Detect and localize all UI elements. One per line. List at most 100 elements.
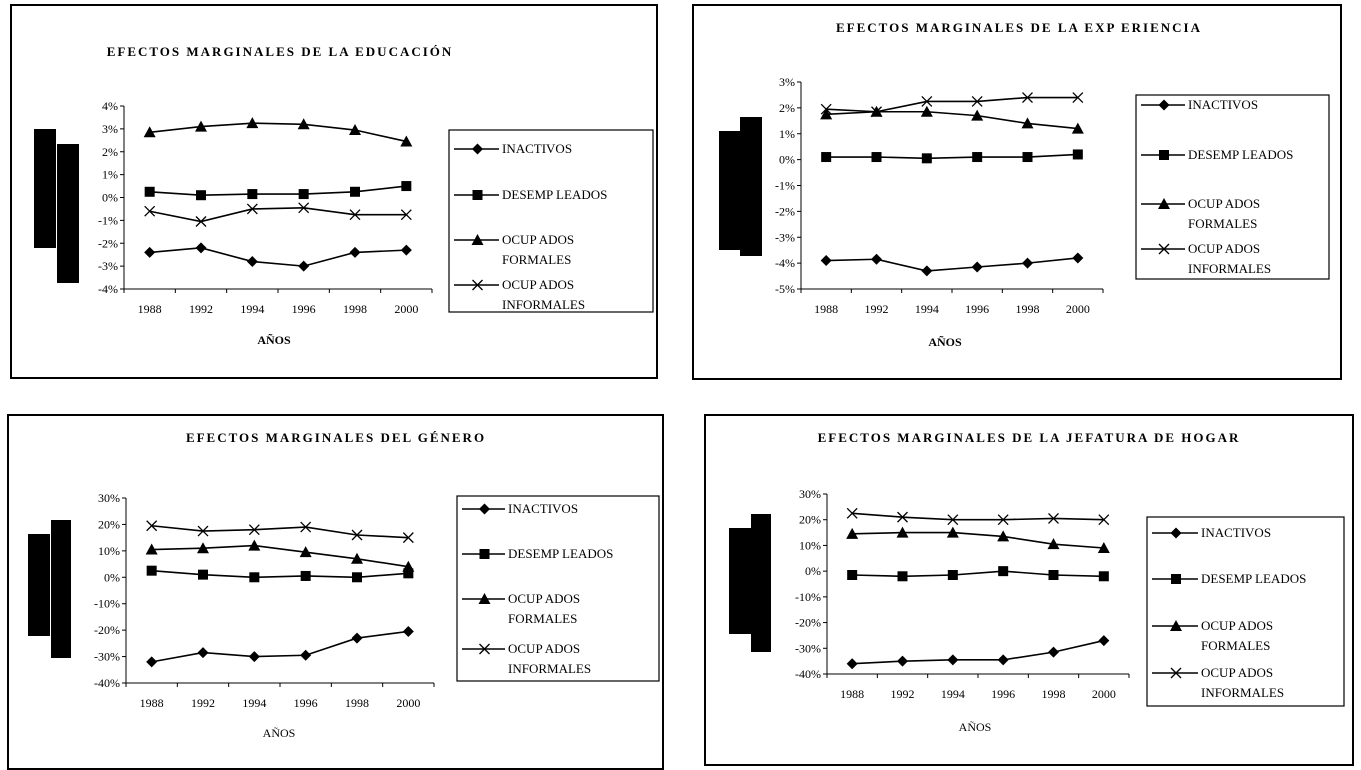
data-point xyxy=(1021,117,1034,129)
x-tick-label: 1988 xyxy=(138,302,162,316)
x-tick-label: 1994 xyxy=(240,302,264,316)
x-tick-label: 1988 xyxy=(140,696,164,710)
data-point xyxy=(351,529,363,541)
legend-label: OCUP ADOS xyxy=(1188,196,1260,211)
y-tick-label: -4% xyxy=(775,256,795,270)
data-point xyxy=(349,246,361,258)
data-point xyxy=(248,651,260,663)
data-point xyxy=(246,256,258,268)
y-tick-label: -10% xyxy=(795,590,821,604)
chart-educacion: EFECTOS MARGINALES DE LA EDUCACIÓN 4% 3% 2%… xyxy=(34,44,654,347)
data-point xyxy=(821,152,832,163)
y-tick-label: 20% xyxy=(799,513,821,527)
data-point xyxy=(1048,646,1059,658)
y-tick-label: 4% xyxy=(102,99,118,113)
chart-panel-jefatura: EFECTOS MARGINALES DE LA JEFATURA DE HOG… xyxy=(704,414,1354,766)
data-point xyxy=(400,209,412,221)
series-line xyxy=(826,153,1078,160)
decorative-bar xyxy=(28,534,50,636)
data-point xyxy=(820,108,833,120)
data-point xyxy=(197,647,209,659)
legend-label: DESEMP LEADOS xyxy=(502,187,607,202)
data-point xyxy=(143,126,156,138)
data-point xyxy=(1098,635,1110,647)
data-point xyxy=(947,654,959,666)
y-tick-label: -20% xyxy=(795,616,821,630)
series-line xyxy=(826,257,1078,272)
legend-label: OCUP ADOS xyxy=(1201,665,1273,680)
y-tick-label: -40% xyxy=(94,676,120,690)
data-point xyxy=(1097,542,1110,553)
data-point xyxy=(921,95,933,107)
y-tick-label: -4% xyxy=(98,282,118,296)
data-point xyxy=(349,124,361,136)
y-tick-label: -2% xyxy=(98,236,118,250)
decorative-bar xyxy=(51,520,71,658)
data-point xyxy=(946,526,959,538)
data-point xyxy=(871,253,882,265)
x-tick-label: 1996 xyxy=(292,302,316,316)
data-point xyxy=(300,649,312,661)
data-point xyxy=(351,552,363,564)
data-point xyxy=(871,106,882,118)
data-point xyxy=(897,571,908,582)
data-point xyxy=(197,525,209,537)
data-point xyxy=(921,265,933,277)
legend-marker xyxy=(1170,667,1182,679)
x-tick-label: 2000 xyxy=(1092,687,1116,701)
x-tick-label: 1996 xyxy=(294,696,318,710)
data-point xyxy=(1022,152,1033,163)
series-line xyxy=(151,524,409,539)
legend-marker xyxy=(1158,198,1170,209)
data-point xyxy=(1022,257,1033,269)
series-line xyxy=(149,247,407,267)
legend-label: OCUP ADOS xyxy=(502,277,574,292)
data-point xyxy=(403,568,414,579)
chart-title: EFECTOS MARGINALES DE LA JEFATURA DE HOG… xyxy=(818,430,1241,445)
data-point xyxy=(300,521,312,533)
data-point xyxy=(896,526,909,538)
legend-marker xyxy=(479,643,490,655)
y-tick-label: -1% xyxy=(98,213,118,227)
data-point xyxy=(249,572,260,583)
chart-panel-educacion: EFECTOS MARGINALES DE LA EDUCACIÓN 4% 3% 2%… xyxy=(10,4,658,379)
data-point xyxy=(920,105,933,117)
data-point xyxy=(1047,538,1060,550)
x-tick-label: 2000 xyxy=(394,302,418,316)
data-point xyxy=(145,543,158,555)
x-tick-label: 1994 xyxy=(242,696,266,710)
data-point xyxy=(1072,149,1083,160)
data-point xyxy=(1048,570,1059,580)
data-point xyxy=(352,572,362,583)
data-point xyxy=(246,203,258,215)
data-point xyxy=(297,118,310,130)
data-point xyxy=(298,202,310,214)
y-tick-label: 0% xyxy=(805,564,821,578)
legend-marker xyxy=(472,190,483,200)
data-point xyxy=(299,546,312,558)
y-tick-label: -30% xyxy=(94,650,120,664)
data-point xyxy=(871,152,882,163)
legend-label: INFORMALES xyxy=(502,297,585,312)
legend-label: INFORMALES xyxy=(508,661,591,676)
chart-experiencia: EFECTOS MARGINALES DE LA EXP ERIENCIA 3% 2… xyxy=(719,20,1330,349)
data-point xyxy=(820,103,832,115)
legend-label: OCUP ADOS xyxy=(502,232,574,247)
legend-label: FORMALES xyxy=(1201,638,1270,653)
chart-genero: EFECTOS MARGINALES DEL GÉNERO 30% 20% 10% 0%… xyxy=(28,430,660,740)
data-point xyxy=(144,205,156,217)
y-tick-label: 10% xyxy=(799,538,821,552)
data-point xyxy=(248,524,260,536)
data-point xyxy=(846,507,858,519)
data-point xyxy=(1048,512,1059,524)
y-tick-label: -5% xyxy=(775,282,795,296)
y-tick-label: -3% xyxy=(775,230,795,244)
series-line xyxy=(852,639,1105,665)
legend-marker xyxy=(1158,99,1170,111)
data-point xyxy=(846,527,859,539)
y-tick-label: 0% xyxy=(779,153,795,167)
legend-marker xyxy=(472,143,483,155)
x-tick-label: 1998 xyxy=(1042,687,1066,701)
data-point xyxy=(1098,514,1110,526)
series-line xyxy=(852,531,1104,549)
